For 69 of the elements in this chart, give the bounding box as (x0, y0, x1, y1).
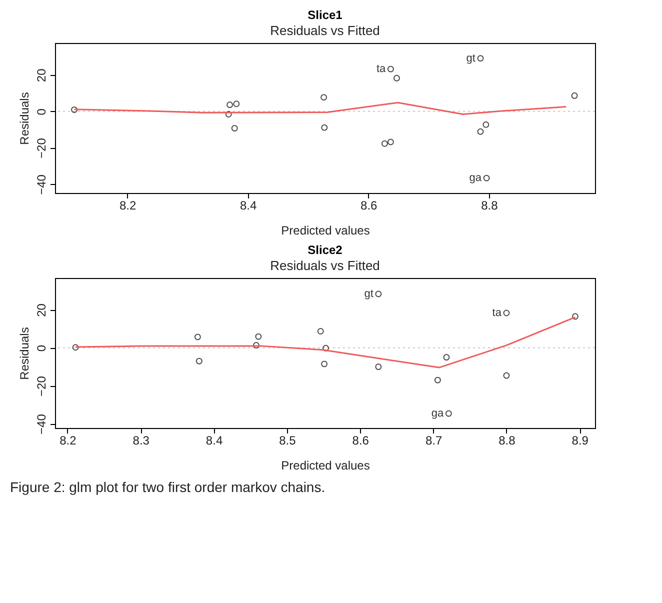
x-tick-label: 8.7 (425, 434, 442, 448)
point (482, 121, 490, 128)
x-tick-label: 8.6 (352, 434, 370, 448)
caption: Figure 2: glm plot for two first order markov chains. (10, 479, 326, 495)
x-tick-label: 8.2 (119, 198, 136, 212)
x-tick-label: 8.6 (360, 198, 378, 212)
y-tick-label: −20 (34, 376, 48, 396)
point (443, 354, 450, 361)
point (483, 174, 490, 182)
x-tick-label: 8.8 (481, 198, 498, 212)
annotation: ta (376, 63, 387, 76)
point (503, 310, 510, 316)
point (387, 66, 394, 72)
point (375, 290, 382, 298)
y-tick-label: −40 (34, 174, 48, 195)
y-tick-label: 0 (34, 344, 48, 352)
x-tick-label: 8.5 (279, 434, 296, 448)
point (381, 140, 388, 147)
point (477, 128, 484, 135)
point (226, 102, 234, 108)
point (321, 360, 328, 368)
point (71, 106, 78, 113)
y-axis-title: Residuals (18, 327, 32, 380)
point (321, 124, 328, 131)
x-axis-title: Predicted values (281, 458, 370, 472)
point (393, 74, 400, 82)
x-tick-label: 8.2 (60, 434, 77, 448)
point (252, 342, 260, 349)
y-tick-label: −40 (34, 414, 48, 434)
point (196, 358, 202, 364)
annotation: gt (364, 288, 374, 300)
point (571, 92, 578, 99)
line-series (74, 316, 576, 368)
y-tick-label: 20 (34, 303, 48, 317)
x-tick-label: 8.4 (240, 198, 258, 212)
point (317, 328, 324, 334)
point (322, 344, 329, 352)
point (255, 333, 262, 340)
annotation: ga (431, 408, 445, 420)
annotation: ta (492, 306, 502, 319)
x-tick-label: 8.4 (206, 434, 223, 448)
y-tick-label: 20 (34, 68, 48, 82)
point (572, 313, 578, 320)
point (375, 364, 382, 370)
chart-title: Slice2 (308, 243, 343, 257)
point (72, 344, 79, 351)
x-tick-label: 8.8 (498, 434, 516, 448)
point (225, 111, 232, 118)
point (194, 334, 201, 340)
point (503, 372, 510, 379)
point (477, 55, 484, 62)
point (445, 410, 452, 417)
annotation: ga (469, 172, 482, 184)
point (233, 100, 240, 108)
x-tick-label: 8.3 (132, 434, 150, 448)
point (320, 94, 328, 101)
chart-title: Slice1 (308, 8, 343, 22)
y-tick-label: −20 (34, 138, 48, 158)
point (387, 138, 394, 146)
y-axis-title: Residuals (18, 92, 32, 145)
x-axis-title: Predicted values (281, 224, 370, 238)
annotation: gt (466, 52, 476, 64)
chart-subtitle: Residuals vs Fitted (270, 23, 380, 38)
point (231, 125, 238, 132)
x-tick-label: 8.9 (572, 434, 589, 448)
chart-subtitle: Residuals vs Fitted (270, 258, 380, 273)
y-tick-label: 0 (34, 108, 48, 116)
line-series (74, 102, 567, 116)
point (434, 376, 441, 384)
